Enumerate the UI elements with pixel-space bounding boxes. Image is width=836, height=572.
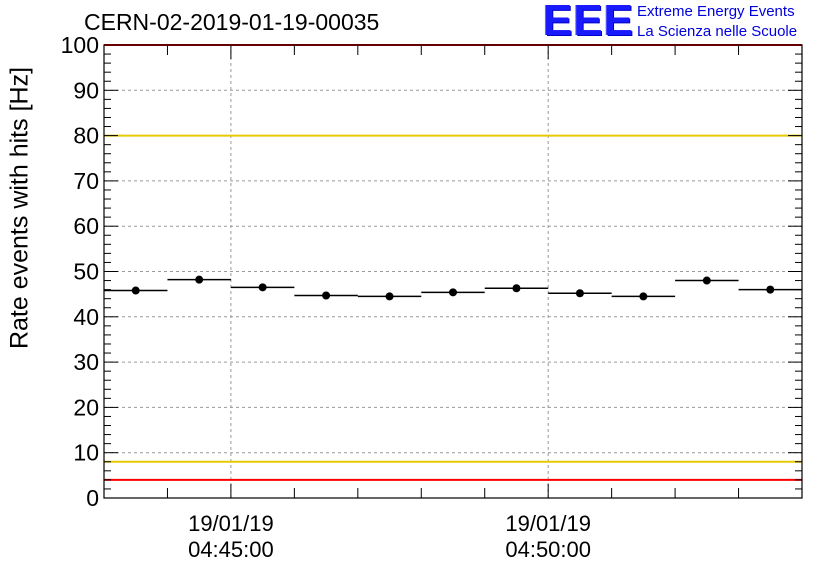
- x-tick-label-time: 04:50:00: [505, 537, 591, 562]
- data-point: [385, 292, 394, 301]
- data-point: [512, 284, 521, 293]
- data-point: [702, 276, 711, 285]
- x-tick-label-date: 19/01/19: [505, 511, 591, 536]
- eee-logo-mark: EEE: [543, 0, 635, 45]
- y-tick-label: 100: [61, 32, 99, 58]
- y-tick-label: 30: [73, 349, 99, 375]
- y-tick-label: 10: [73, 440, 99, 466]
- logo-line-2: La Scienza nelle Scuole: [637, 23, 798, 40]
- chart-title: CERN-02-2019-01-19-00035: [84, 9, 380, 35]
- grid-layer: [104, 45, 802, 498]
- data-point: [258, 283, 267, 292]
- data-point: [449, 288, 457, 297]
- logo-line-1: Extreme Energy Events: [637, 3, 795, 20]
- y-tick-label: 80: [73, 123, 99, 149]
- data-point: [195, 275, 204, 284]
- data-layer: [104, 275, 802, 301]
- y-tick-label: 20: [73, 394, 99, 420]
- data-point: [766, 285, 775, 294]
- data-point: [322, 291, 331, 300]
- y-tick-label: 60: [73, 213, 99, 239]
- axes-layer: 010203040506070809010019/01/1904:45:0019…: [61, 32, 803, 562]
- x-tick-label-time: 04:45:00: [188, 537, 274, 562]
- y-tick-label: 90: [73, 77, 99, 103]
- y-tick-label: 0: [86, 485, 99, 511]
- y-tick-label: 70: [73, 168, 99, 194]
- y-tick-label: 50: [73, 259, 99, 285]
- x-tick-label-date: 19/01/19: [188, 511, 274, 536]
- data-point: [639, 292, 648, 301]
- eee-logo: EEE Extreme Energy Events La Scienza nel…: [543, 0, 833, 45]
- data-point: [131, 286, 140, 295]
- data-point: [575, 289, 584, 298]
- y-tick-label: 40: [73, 304, 99, 330]
- reference-lines-layer: [104, 44, 802, 481]
